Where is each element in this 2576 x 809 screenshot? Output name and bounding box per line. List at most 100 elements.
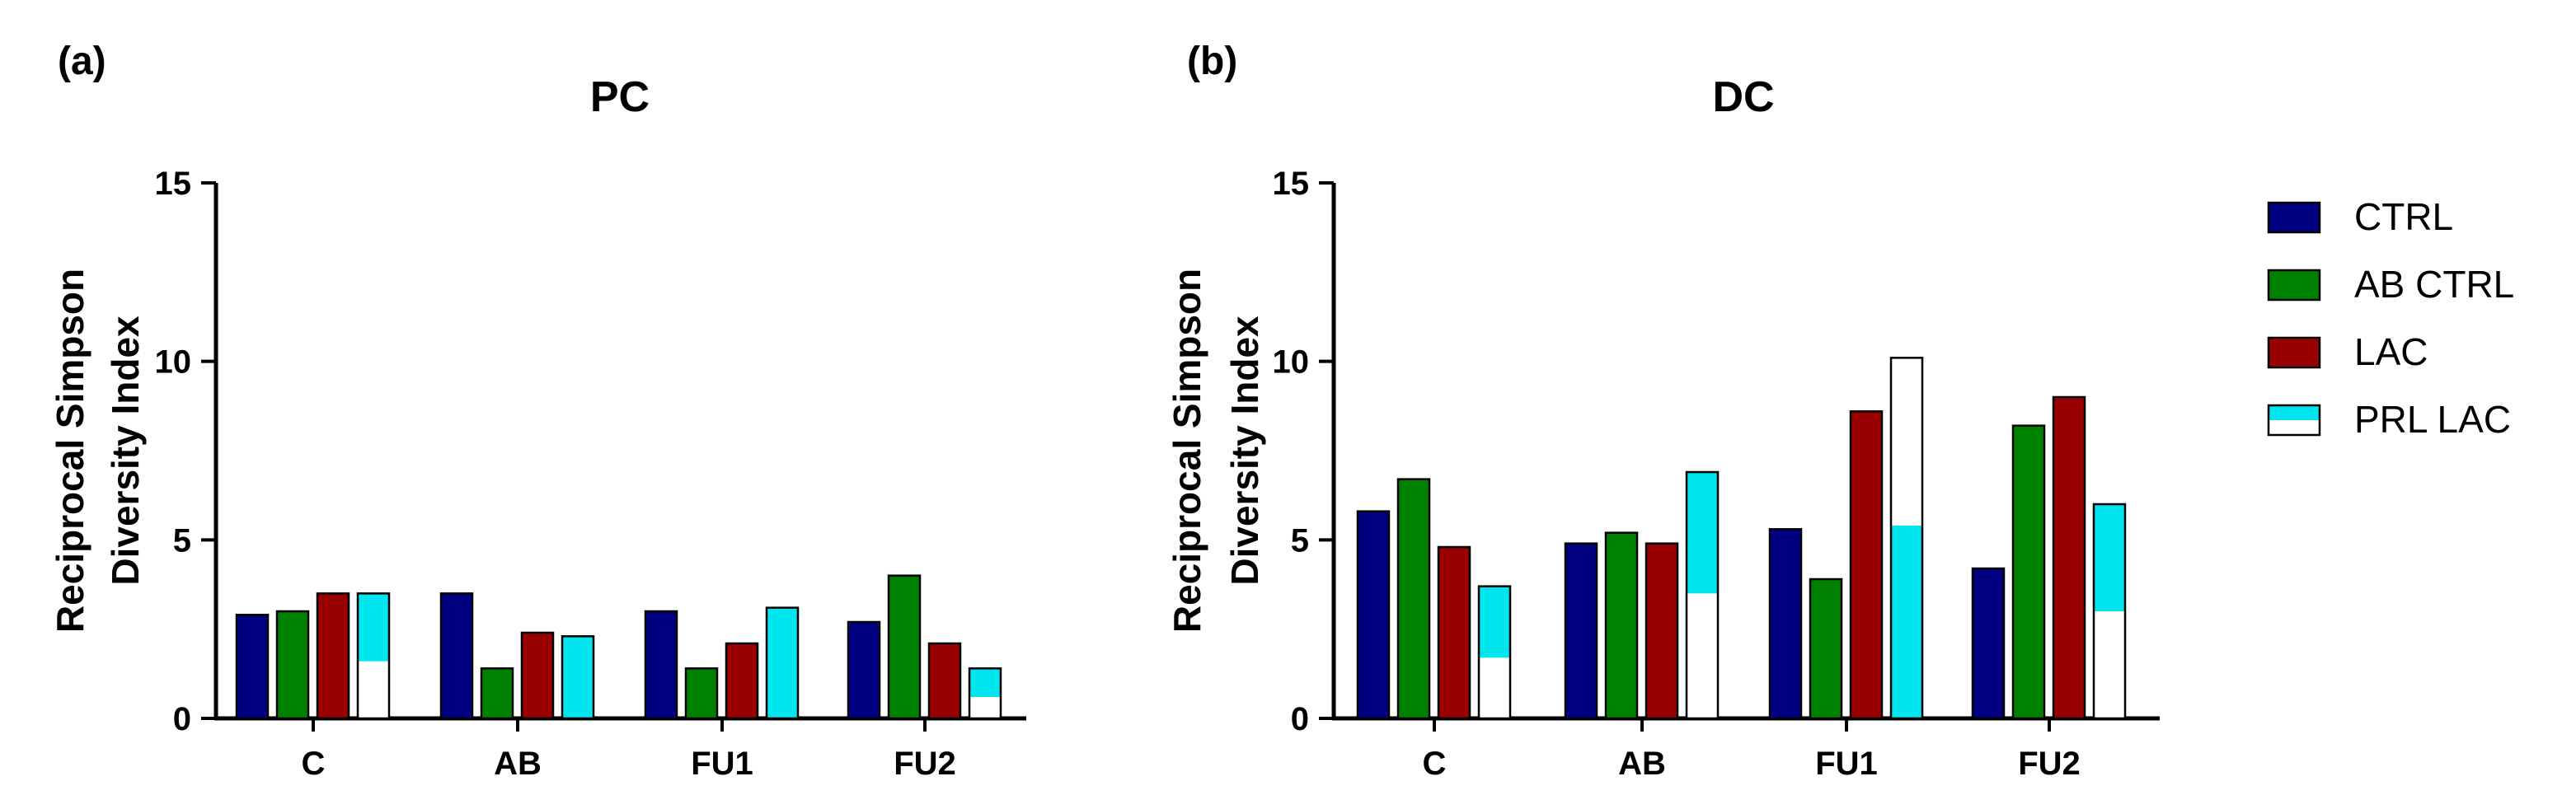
bar-fill [889,575,920,718]
y-tick-label: 5 [1291,522,1309,559]
bar-outline [439,592,474,720]
bar-white-segment [358,661,389,718]
bar-fill [317,593,349,718]
panel-label: (b) [1187,40,1237,83]
bar-fill [1438,547,1470,718]
bar-fill [1770,529,1801,718]
y-axis-label-line2: Diversity Index [1223,316,1266,586]
bar-white-segment [1479,657,1510,718]
legend-swatch [2267,336,2321,369]
legend-swatch [2267,269,2321,302]
bar-lac-ab [520,631,555,720]
legend-item-ctrl: CTRL [2267,195,2453,238]
y-tick-label: 0 [173,701,191,737]
legend-label: PRL LAC [2354,398,2511,441]
bar-fill [562,636,594,718]
y-axis-label-line1: Reciprocal Simpson [49,269,91,633]
bar-outline [1768,528,1803,720]
bar-outline [2011,424,2046,720]
y-axis-label-line2: Diversity Index [104,316,147,586]
bar-fill [1565,543,1597,718]
bar-ab-ctrl-fu2 [887,574,922,720]
bar-ab-ctrl-c [275,610,310,720]
bar-prl-lac-c [1477,585,1512,720]
bar-outline [1477,585,1512,720]
bar-outline [275,610,310,720]
legend-swatch-top [2269,405,2320,420]
bar-ctrl-c [1356,510,1391,720]
bar-outline [561,635,595,720]
y-tick-label: 10 [155,344,192,381]
bar-outline [684,667,719,720]
bar-fill [1398,479,1429,718]
bar-fill [2053,397,2085,718]
bar-fill [686,668,717,718]
bar-fill [1646,543,1677,718]
y-tick-label: 10 [1273,344,1310,381]
bar-outline [1437,545,1471,720]
bar-fill [645,611,677,718]
chart-title: DC [1712,73,1774,121]
bar-fill [1606,532,1637,718]
bar-outline [520,631,555,720]
legend-item-ab-ctrl: AB CTRL [2267,263,2514,306]
bar-white-segment [2094,611,2125,718]
bar-outline [1889,357,1924,720]
legend-label: LAC [2354,330,2428,373]
bar-white-segment [1687,593,1718,718]
bar-outline [2052,395,2086,720]
bar-outline [1564,542,1598,720]
bar-lac-ab [1645,542,1679,720]
bar-lac-c [316,592,350,720]
bar-ab-ctrl-ab [1604,531,1639,720]
bar-ab-ctrl-ab [480,667,514,720]
bar-prl-lac-fu2 [2092,503,2127,720]
panel-label: (a) [58,40,106,83]
bar-outline [725,642,759,720]
bar-lac-c [1437,545,1471,720]
bar-fill [1810,579,1842,718]
bar-ctrl-fu1 [644,610,678,720]
bar-outline [887,574,922,720]
bar-fill [1973,568,2004,718]
y-tick-label: 0 [1291,701,1309,737]
bar-white-segment [969,697,1001,718]
bar-ab-ctrl-c [1396,478,1431,720]
x-tick-label-fu2: FU2 [2018,746,2081,782]
legend-swatch-outline [2267,404,2321,437]
bar-lac-fu1 [725,642,759,720]
bar-fill [726,643,758,718]
bar-ctrl-fu1 [1768,528,1803,720]
bar-ab-ctrl-fu2 [2011,424,2046,720]
bar-outline [1971,567,2006,720]
x-tick-label-c: C [302,746,326,782]
legend-label: CTRL [2354,195,2453,238]
legend-item-lac: LAC [2267,330,2428,373]
x-tick-label-fu1: FU1 [691,746,753,782]
bar-ab-ctrl-fu1 [684,667,719,720]
bar-outline [765,606,800,720]
y-tick-label: 5 [173,522,191,559]
bar-outline [1809,578,1843,720]
bar-outline [480,667,514,720]
bar-ab-ctrl-fu1 [1809,578,1843,720]
bar-prl-lac-fu2 [968,667,1002,720]
bar-ctrl-fu2 [1971,567,2006,720]
bar-lac-fu2 [2052,395,2086,720]
bar-outline [927,642,962,720]
bar-fill [1358,511,1389,718]
bar-outline [356,592,391,720]
bar-fill [522,633,553,718]
y-tick-label: 15 [1273,166,1310,202]
y-tick-label: 15 [155,166,192,202]
bar-outline [2092,503,2127,720]
bar-outline [1604,531,1639,720]
x-tick-label-ab: AB [494,746,542,782]
x-tick-label-ab: AB [1618,746,1666,782]
bar-ctrl-ab [1564,542,1598,720]
bar-outline [235,614,270,720]
bar-prl-lac-ab [1685,470,1720,720]
bar-fill [481,668,513,718]
chart-panel-pc: (a) PC Reciprocal Simpson Diversity Index 0 5… [49,40,1026,782]
